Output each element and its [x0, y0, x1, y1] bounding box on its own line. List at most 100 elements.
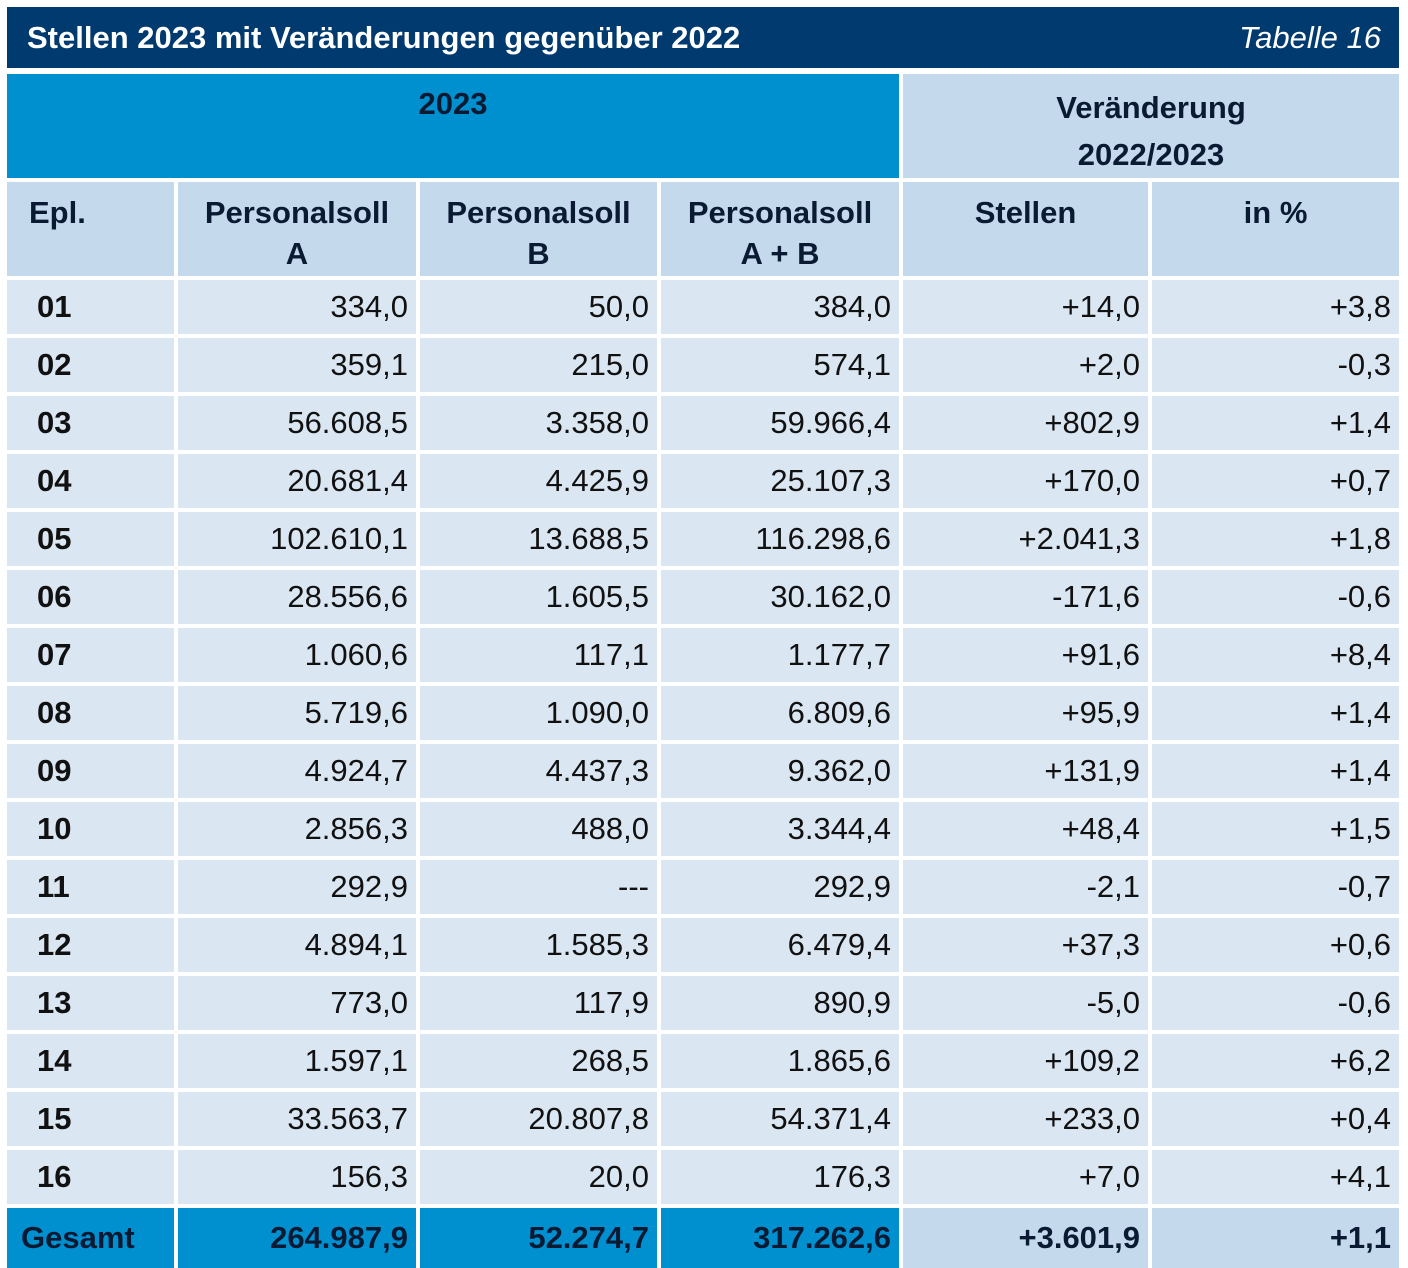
cell-stellen: +37,3: [903, 918, 1153, 976]
cell-stellen: +109,2: [903, 1034, 1153, 1092]
cell-personalsoll-ab: 890,9: [661, 976, 904, 1034]
group-header-change-line2: 2022/2023: [1077, 137, 1225, 172]
cell-percent: +0,7: [1152, 454, 1400, 512]
total-stellen: +3.601,9: [903, 1208, 1153, 1268]
cell-personalsoll-ab: 25.107,3: [661, 454, 904, 512]
cell-epl: 03: [7, 396, 178, 454]
total-row: Gesamt 264.987,9 52.274,7 317.262,6 +3.6…: [7, 1208, 1400, 1268]
cell-personalsoll-a: 20.681,4: [178, 454, 420, 512]
cell-percent: +1,4: [1152, 686, 1400, 744]
table-row: 10 2.856,3 488,0 3.344,4 +48,4 +1,5: [7, 802, 1400, 860]
cell-personalsoll-ab: 9.362,0: [661, 744, 904, 802]
cell-percent: +3,8: [1152, 280, 1400, 338]
cell-epl: 05: [7, 512, 178, 570]
cell-percent: -0,6: [1152, 976, 1400, 1034]
cell-personalsoll-b: 488,0: [420, 802, 661, 860]
col-header-stellen: Stellen: [903, 182, 1153, 280]
cell-personalsoll-ab: 59.966,4: [661, 396, 904, 454]
col-header-a-line2: A: [285, 236, 309, 271]
cell-epl: 15: [7, 1092, 178, 1150]
table-row: 16 156,3 20,0 176,3 +7,0 +4,1: [7, 1150, 1400, 1208]
group-header-change-line1: Veränderung: [1056, 90, 1246, 125]
cell-personalsoll-ab: 1.865,6: [661, 1034, 904, 1092]
cell-epl: 11: [7, 860, 178, 918]
cell-percent: +1,5: [1152, 802, 1400, 860]
cell-personalsoll-a: 2.856,3: [178, 802, 420, 860]
cell-personalsoll-b: 20,0: [420, 1150, 661, 1208]
cell-personalsoll-b: 4.425,9: [420, 454, 661, 512]
title-bar: Stellen 2023 mit Veränderungen gegenüber…: [7, 7, 1399, 68]
cell-personalsoll-b: 215,0: [420, 338, 661, 396]
cell-personalsoll-ab: 116.298,6: [661, 512, 904, 570]
cell-percent: +6,2: [1152, 1034, 1400, 1092]
cell-personalsoll-b: 1.605,5: [420, 570, 661, 628]
cell-personalsoll-b: 1.090,0: [420, 686, 661, 744]
cell-personalsoll-ab: 176,3: [661, 1150, 904, 1208]
cell-stellen: +170,0: [903, 454, 1153, 512]
group-header-row: 2023 Veränderung 2022/2023: [7, 74, 1400, 182]
cell-epl: 01: [7, 280, 178, 338]
cell-personalsoll-b: 4.437,3: [420, 744, 661, 802]
table-row: 09 4.924,7 4.437,3 9.362,0 +131,9 +1,4: [7, 744, 1400, 802]
cell-epl: 09: [7, 744, 178, 802]
group-header-2023: 2023: [7, 74, 904, 182]
cell-epl: 12: [7, 918, 178, 976]
cell-personalsoll-a: 334,0: [178, 280, 420, 338]
table-row: 14 1.597,1 268,5 1.865,6 +109,2 +6,2: [7, 1034, 1400, 1092]
cell-percent: +0,4: [1152, 1092, 1400, 1150]
table-title: Stellen 2023 mit Veränderungen gegenüber…: [27, 19, 741, 55]
cell-personalsoll-b: 13.688,5: [420, 512, 661, 570]
col-header-epl: Epl.: [7, 182, 178, 280]
table-row: 13 773,0 117,9 890,9 -5,0 -0,6: [7, 976, 1400, 1034]
cell-percent: -0,7: [1152, 860, 1400, 918]
cell-personalsoll-b: 117,9: [420, 976, 661, 1034]
cell-stellen: +48,4: [903, 802, 1153, 860]
table-row: 04 20.681,4 4.425,9 25.107,3 +170,0 +0,7: [7, 454, 1400, 512]
table-body: 01 334,0 50,0 384,0 +14,0 +3,8 02 359,1 215,0 574…: [7, 280, 1400, 1208]
cell-personalsoll-ab: 1.177,7: [661, 628, 904, 686]
cell-personalsoll-ab: 30.162,0: [661, 570, 904, 628]
cell-stellen: +95,9: [903, 686, 1153, 744]
cell-epl: 02: [7, 338, 178, 396]
cell-percent: +1,4: [1152, 744, 1400, 802]
cell-personalsoll-b: 20.807,8: [420, 1092, 661, 1150]
cell-personalsoll-a: 292,9: [178, 860, 420, 918]
total-b: 52.274,7: [420, 1208, 661, 1268]
cell-personalsoll-ab: 6.809,6: [661, 686, 904, 744]
col-header-b-line2: B: [527, 236, 550, 271]
cell-percent: -0,6: [1152, 570, 1400, 628]
cell-personalsoll-a: 5.719,6: [178, 686, 420, 744]
cell-personalsoll-a: 28.556,6: [178, 570, 420, 628]
column-header-row: Epl. Personalsoll A Personalsoll B Perso…: [7, 182, 1400, 280]
cell-stellen: +233,0: [903, 1092, 1153, 1150]
cell-stellen: -2,1: [903, 860, 1153, 918]
cell-personalsoll-b: 117,1: [420, 628, 661, 686]
cell-personalsoll-a: 4.924,7: [178, 744, 420, 802]
cell-personalsoll-b: 50,0: [420, 280, 661, 338]
total-label: Gesamt: [7, 1208, 178, 1268]
cell-personalsoll-ab: 6.479,4: [661, 918, 904, 976]
total-percent: +1,1: [1152, 1208, 1400, 1268]
table-container: Stellen 2023 mit Veränderungen gegenüber…: [7, 7, 1400, 1268]
cell-personalsoll-a: 359,1: [178, 338, 420, 396]
total-ab: 317.262,6: [661, 1208, 904, 1268]
cell-personalsoll-b: ---: [420, 860, 661, 918]
cell-percent: +1,8: [1152, 512, 1400, 570]
col-header-b-line1: Personalsoll: [446, 195, 631, 230]
cell-stellen: +802,9: [903, 396, 1153, 454]
table-row: 07 1.060,6 117,1 1.177,7 +91,6 +8,4: [7, 628, 1400, 686]
cell-personalsoll-a: 1.060,6: [178, 628, 420, 686]
cell-personalsoll-a: 102.610,1: [178, 512, 420, 570]
table-row: 05 102.610,1 13.688,5 116.298,6 +2.041,3 +1,8: [7, 512, 1400, 570]
cell-personalsoll-ab: 3.344,4: [661, 802, 904, 860]
table-row: 11 292,9 --- 292,9 -2,1 -0,7: [7, 860, 1400, 918]
cell-epl: 14: [7, 1034, 178, 1092]
cell-epl: 10: [7, 802, 178, 860]
cell-stellen: +14,0: [903, 280, 1153, 338]
cell-epl: 04: [7, 454, 178, 512]
cell-stellen: -5,0: [903, 976, 1153, 1034]
cell-personalsoll-a: 4.894,1: [178, 918, 420, 976]
cell-personalsoll-a: 773,0: [178, 976, 420, 1034]
cell-epl: 13: [7, 976, 178, 1034]
cell-personalsoll-a: 1.597,1: [178, 1034, 420, 1092]
